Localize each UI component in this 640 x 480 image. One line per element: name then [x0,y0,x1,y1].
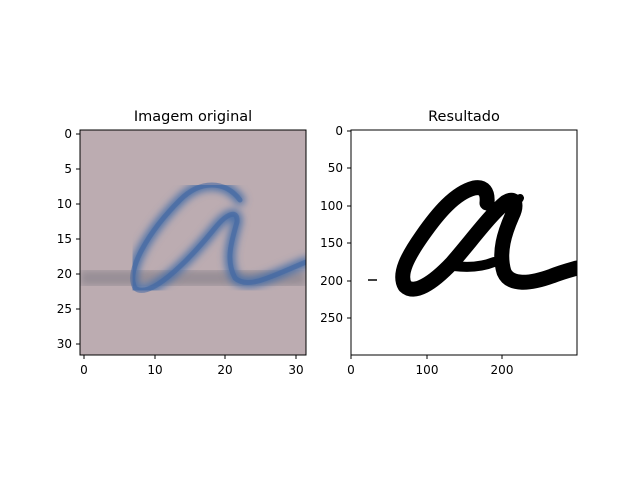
binarized-stroke [395,180,577,297]
result-image [351,130,577,355]
right-y-tick-label: 50 [328,161,343,175]
left-x-tick-label: 0 [80,363,88,377]
right-y-tick-label: 200 [320,274,343,288]
right-x-tick-label: 0 [347,363,355,377]
right-panel: Resultado 0 50 100 150 200 [320,109,578,377]
left-panel-title: Imagem original [134,109,252,125]
left-y-axis: 0 5 10 15 20 25 30 [57,127,80,351]
right-x-axis: 0 100 200 [347,355,513,377]
left-x-tick-label: 30 [288,363,303,377]
left-axes-frame [79,129,307,356]
right-y-axis: 0 50 100 150 200 250 [320,124,351,325]
right-x-tick-label: 200 [491,363,514,377]
original-image [80,130,306,355]
right-y-tick-label: 0 [335,124,343,138]
left-y-tick-label: 15 [57,232,72,246]
left-y-tick-label: 30 [57,337,72,351]
left-panel: Imagem original 0 5 10 [57,109,307,377]
right-x-tick-label: 100 [416,363,439,377]
right-y-tick-label: 100 [320,199,343,213]
right-y-tick-label: 150 [320,236,343,250]
right-panel-title: Resultado [428,109,500,125]
left-x-axis: 0 10 20 30 [80,355,304,377]
right-y-tick-label: 250 [320,311,343,325]
left-x-tick-label: 10 [147,363,162,377]
left-y-tick-label: 0 [64,127,72,141]
left-y-tick-label: 25 [57,302,72,316]
left-y-tick-label: 10 [57,197,72,211]
left-x-tick-label: 20 [217,363,232,377]
left-y-tick-label: 5 [64,162,72,176]
left-y-tick-label: 20 [57,267,72,281]
